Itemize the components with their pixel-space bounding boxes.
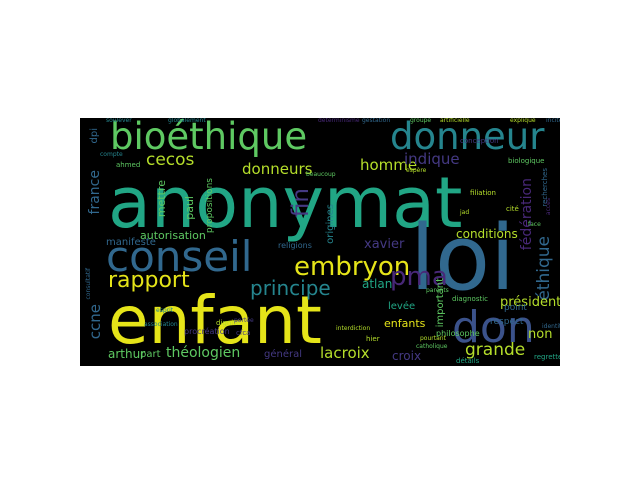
word-filiation: filiation bbox=[470, 189, 496, 197]
word-face: face bbox=[528, 221, 541, 228]
word-explique: expliqué bbox=[510, 118, 536, 124]
word-propositions: propositions bbox=[205, 178, 215, 234]
word-grande: grande bbox=[465, 340, 526, 360]
word-compte: compte bbox=[100, 151, 123, 158]
word-indique: indique bbox=[404, 150, 460, 168]
word-beaucoup: beaucoup bbox=[306, 171, 336, 178]
word-identite: identité bbox=[542, 323, 560, 330]
word-president: président bbox=[500, 295, 560, 310]
word-artificielle: artificielle bbox=[440, 118, 470, 124]
word-part: part bbox=[140, 349, 161, 360]
word-esprit: esprit bbox=[156, 307, 174, 314]
word-anonymat: anonymat bbox=[108, 162, 463, 244]
word-cite: cité bbox=[506, 205, 519, 213]
word-conseil: conseil bbox=[106, 232, 253, 281]
word-parents: parents bbox=[426, 287, 449, 294]
word-non: non bbox=[528, 327, 553, 342]
word-religions: religions bbox=[278, 241, 312, 250]
word-france: france bbox=[87, 170, 103, 215]
word-dp1: dpi bbox=[89, 128, 100, 144]
word-autorisation: autorisation bbox=[140, 229, 206, 242]
word-interdiction: interdiction bbox=[336, 325, 371, 332]
word-ccne: ccne bbox=[86, 304, 104, 340]
word-lacroix: lacroix bbox=[320, 344, 370, 362]
word-hier: hier bbox=[366, 335, 380, 343]
word-croix: croix bbox=[392, 349, 422, 363]
word-levee: levée bbox=[388, 301, 416, 312]
word-manifeste: manifeste bbox=[106, 237, 156, 248]
word-diagnostic: diagnostic bbox=[452, 295, 489, 303]
word-association: association bbox=[144, 321, 178, 328]
word-groupe: groupe bbox=[410, 118, 432, 124]
word-acces: accès bbox=[545, 198, 552, 216]
word-paul: paul bbox=[183, 196, 196, 220]
word-soulever: soulever bbox=[106, 118, 132, 124]
word-procreation: procréation bbox=[184, 327, 230, 336]
word-respect: respect bbox=[490, 317, 524, 327]
word-consultatif: consultatif bbox=[85, 268, 92, 300]
word-philosophe: philosophe bbox=[436, 329, 480, 338]
word-atlan: atlan bbox=[362, 277, 393, 291]
word-important: important bbox=[435, 278, 446, 328]
word-xavier: xavier bbox=[364, 237, 405, 252]
word-gestation: gestation bbox=[362, 118, 391, 124]
word-ahmed: ahmed bbox=[116, 161, 141, 169]
word-ethique: éthique bbox=[534, 236, 554, 301]
word-conditions: conditions bbox=[456, 227, 518, 241]
word-dignite: dignité bbox=[216, 319, 241, 327]
word-loi: loi bbox=[410, 206, 516, 311]
word-jad: jad bbox=[460, 209, 470, 216]
word-cloud: anonymat enfant loi conseil bioéthique d… bbox=[80, 118, 560, 366]
word-regrette: regrette bbox=[534, 353, 560, 361]
word-pourtant: pourtant bbox=[420, 335, 446, 342]
word-espere: espère bbox=[406, 167, 427, 174]
word-rapport: rapport bbox=[108, 268, 190, 293]
word-arthur: arthur bbox=[108, 347, 146, 361]
word-portee: portée bbox=[234, 317, 254, 324]
word-embryon: embryon bbox=[294, 252, 411, 282]
word-federation: fédération bbox=[519, 178, 535, 251]
word-enfants: enfants bbox=[384, 317, 426, 330]
word-conception: conception bbox=[460, 137, 499, 145]
word-incite: incite bbox=[546, 118, 560, 124]
word-fin: fin bbox=[288, 188, 314, 218]
word-mettre: mettre bbox=[155, 180, 168, 218]
word-homme: homme bbox=[360, 156, 418, 174]
word-principe: principe bbox=[250, 276, 331, 300]
word-globalement: globalement bbox=[168, 118, 206, 124]
word-origines: origines bbox=[325, 204, 336, 244]
word-point: point bbox=[504, 303, 527, 313]
word-details: détails bbox=[456, 357, 480, 365]
word-biologique: biologique bbox=[508, 157, 545, 165]
word-cfca: cfca bbox=[236, 329, 251, 337]
word-donneur: donneur bbox=[390, 118, 545, 158]
word-general: général bbox=[264, 349, 303, 360]
word-cecos: cecos bbox=[146, 150, 195, 170]
word-catholique: catholique bbox=[416, 343, 448, 350]
word-determinisme: déterminisme bbox=[318, 118, 360, 124]
word-pma: pma bbox=[390, 262, 448, 292]
word-enfant: enfant bbox=[108, 282, 322, 359]
word-bioethique: bioéthique bbox=[110, 118, 308, 158]
word-theologien: théologien bbox=[166, 345, 241, 361]
word-donneurs: donneurs bbox=[242, 160, 313, 178]
word-don: don bbox=[452, 302, 535, 353]
